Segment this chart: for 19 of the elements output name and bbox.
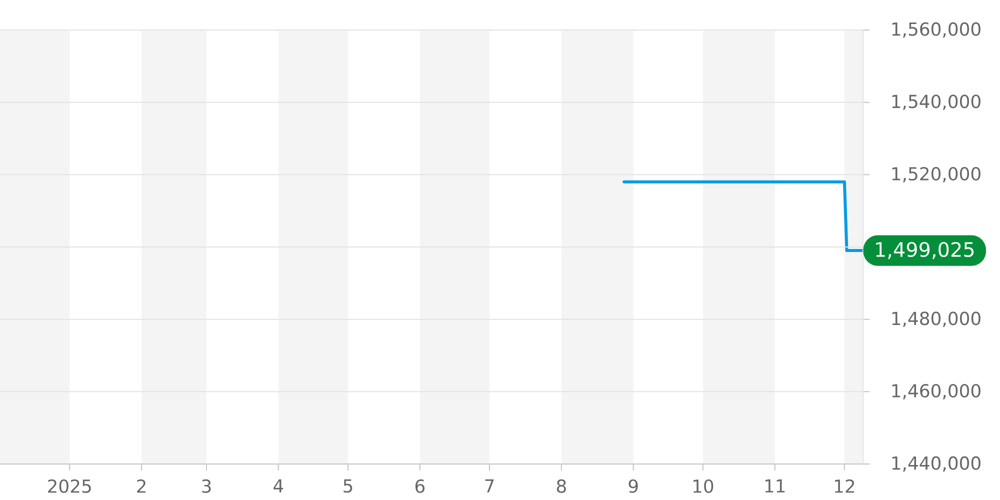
x-tick-label: 6	[415, 479, 424, 493]
x-tick-label: 2	[137, 479, 146, 493]
y-tick-label: 1,440,000	[892, 456, 980, 472]
x-tick-label: 9	[628, 479, 638, 493]
y-tick-label: 1,540,000	[892, 94, 980, 110]
x-tick-label: 12	[835, 479, 854, 493]
x-tick-label: 3	[202, 479, 211, 493]
data-label: 1,499,025	[876, 242, 974, 260]
y-tick-label: 1,560,000	[892, 22, 980, 38]
x-tick-label: 11	[765, 479, 785, 492]
y-tick-label: 1,480,000	[892, 312, 980, 328]
x-tick-label: 5	[344, 479, 352, 493]
x-tick-label: 4	[274, 479, 284, 492]
y-tick-label: 1,520,000	[892, 166, 980, 182]
y-tick-label: 1,460,000	[892, 384, 980, 400]
x-tick-label: 7	[485, 479, 494, 492]
x-tick-label: 10	[694, 479, 714, 493]
x-tick-label: 8	[556, 479, 566, 493]
x-tick-label: 2025	[48, 479, 91, 493]
